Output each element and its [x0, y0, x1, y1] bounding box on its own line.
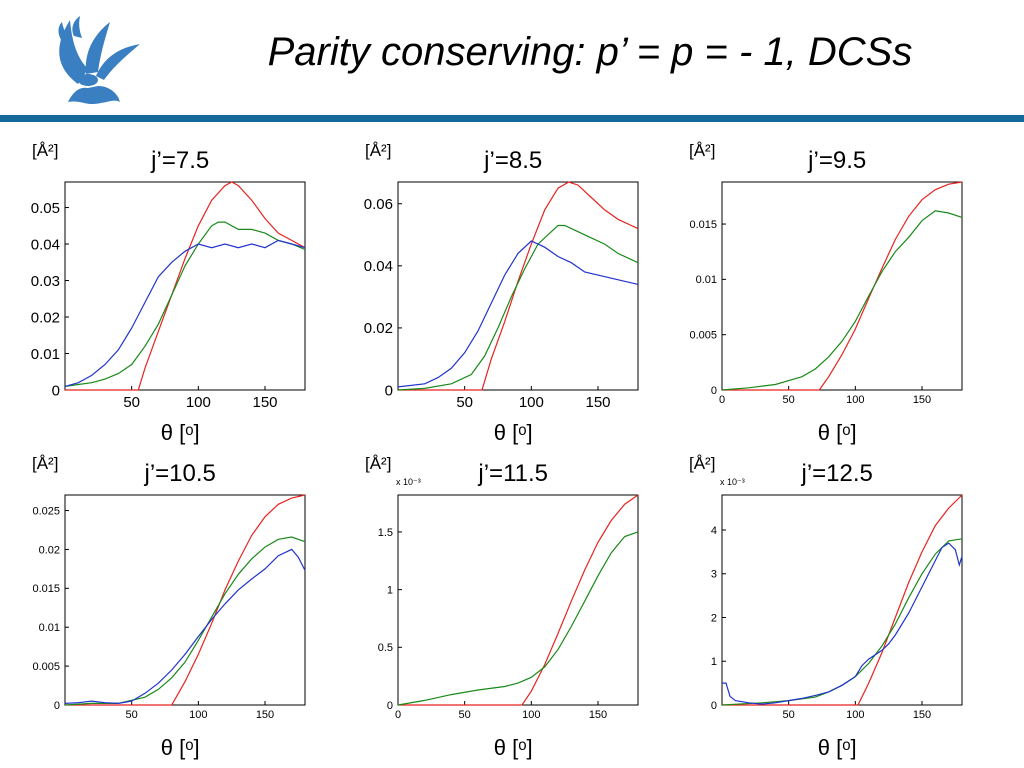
- chart-title: j’=10.5: [144, 460, 216, 487]
- y-tick-label: 0.03: [31, 273, 60, 290]
- chart-panel: 0 0.01 0.02 0.03 0.04 0.05 50 100 150 [Å²] j’=7.5 θ…: [31, 141, 306, 445]
- x-tick-label: 50: [123, 394, 140, 411]
- y-tick-label: 0: [711, 700, 717, 712]
- y-tick-label: 0: [385, 382, 393, 399]
- chart-title: j’=9.5: [807, 147, 866, 174]
- y-tick-label: 1: [387, 584, 393, 596]
- series-line-red: [722, 181, 963, 391]
- x-tick-label: 50: [126, 709, 138, 721]
- y-tick-label: 0: [52, 382, 60, 399]
- x-tick-label: 50: [783, 709, 795, 721]
- series-line-green: [397, 531, 639, 706]
- y-axis-label: [Å²]: [365, 141, 391, 160]
- x-tick-label: 100: [186, 394, 211, 411]
- x-tick-label: 150: [252, 394, 277, 411]
- y-tick-label: 0.02: [364, 320, 393, 337]
- x-axis-label: θ [ᵒ]: [161, 420, 200, 445]
- y-tick-label: 1.5: [378, 527, 393, 539]
- series-line-blue: [397, 240, 639, 388]
- y-tick-label: 0.05: [31, 200, 60, 217]
- x-tick-label: 100: [522, 709, 540, 721]
- y-tick-label: 0.06: [364, 196, 393, 213]
- series-line-blue: [64, 239, 306, 387]
- slide-title: Parity conserving: p’ = p = - 1, DCSs: [267, 30, 913, 74]
- y-tick-label: 0: [387, 700, 393, 712]
- x-tick-label: 0: [719, 394, 725, 406]
- x-axis-label: θ [ᵒ]: [494, 735, 533, 760]
- y-tick-label: 3: [711, 569, 717, 581]
- header-rule: [0, 115, 1024, 122]
- y-tick-label: 0.005: [689, 330, 717, 342]
- y-axis-exponent: x 10⁻³: [396, 477, 421, 487]
- x-axis-label: θ [ᵒ]: [161, 735, 200, 760]
- x-tick-label: 150: [589, 709, 607, 721]
- chart-title: j’=11.5: [477, 460, 548, 487]
- x-tick-label: 150: [585, 394, 610, 411]
- y-tick-label: 4: [711, 525, 717, 537]
- university-logo: [58, 16, 140, 104]
- plot-frame: [397, 181, 639, 391]
- x-tick-label: 150: [913, 709, 931, 721]
- chart-panel: 0 0.005 0.01 0.015 0.02 0.025 50 100 150 [Å²] j’=1…: [32, 454, 306, 760]
- plot-frame: [64, 181, 306, 391]
- series-line-red: [398, 494, 639, 706]
- x-tick-label: 100: [519, 394, 544, 411]
- y-tick-label: 0.01: [696, 274, 717, 286]
- y-axis-exponent: x 10⁻³: [720, 477, 745, 487]
- series-line-green: [397, 224, 639, 391]
- x-tick-label: 100: [846, 394, 864, 406]
- plot-frame: [721, 494, 963, 706]
- x-tick-label: 150: [256, 709, 274, 721]
- chart-panel: 0 1 2 3 4 50 100 150 [Å²] x 10⁻³ j’=12.5 θ [ᵒ]: [689, 454, 963, 760]
- series-line-blue: [64, 548, 306, 705]
- x-axis-label: θ [ᵒ]: [818, 735, 857, 760]
- y-tick-label: 0.04: [31, 236, 60, 253]
- series-line-red: [65, 494, 306, 706]
- y-tick-label: 0.01: [39, 622, 60, 634]
- chart-title: j’=8.5: [483, 147, 542, 174]
- chart-panel: 0 0.5 1 1.5 0 50 100 150 [Å²] x 10⁻³ j’=11.5 θ [ᵒ]: [365, 454, 639, 760]
- y-tick-label: 0.02: [39, 544, 60, 556]
- y-tick-label: 0.01: [31, 346, 60, 363]
- x-tick-label: 100: [189, 709, 207, 721]
- y-tick-label: 0: [54, 700, 60, 712]
- x-axis-label: θ [ᵒ]: [818, 420, 857, 445]
- series-line-red: [722, 494, 963, 706]
- plot-frame: [64, 494, 306, 706]
- chart-title: j’=12.5: [801, 460, 873, 487]
- y-tick-label: 0: [711, 385, 717, 397]
- series-line-green: [64, 221, 306, 387]
- series-line-blue: [722, 542, 963, 705]
- y-tick-label: 0.5: [378, 642, 393, 654]
- y-tick-label: 0.005: [32, 661, 60, 673]
- series-line-red: [65, 181, 306, 391]
- y-tick-label: 0.02: [31, 309, 60, 326]
- series-line-green: [721, 210, 963, 391]
- x-tick-label: 0: [395, 709, 401, 721]
- plot-frame: [397, 494, 639, 706]
- y-tick-label: 2: [711, 612, 717, 624]
- y-axis-label: [Å²]: [689, 141, 715, 160]
- x-tick-label: 50: [456, 394, 473, 411]
- chart-title: j’=7.5: [150, 147, 209, 174]
- x-axis-label: θ [ᵒ]: [494, 420, 533, 445]
- y-tick-label: 0.015: [689, 219, 717, 231]
- plot-frame: [721, 181, 963, 391]
- y-tick-label: 0.025: [32, 505, 60, 517]
- x-tick-label: 150: [913, 394, 931, 406]
- y-axis-label: [Å²]: [365, 454, 391, 473]
- y-tick-label: 0.015: [32, 583, 60, 595]
- chart-panel: 0 0.02 0.04 0.06 50 100 150 [Å²] j’=8.5 θ [ᵒ]: [364, 141, 639, 445]
- y-axis-label: [Å²]: [689, 454, 715, 473]
- chart-panel: 0 0.005 0.01 0.015 0 50 100 150 [Å²] j’=9.5 θ [ᵒ]: [689, 141, 963, 445]
- y-tick-label: 1: [711, 656, 717, 668]
- x-tick-label: 50: [459, 709, 471, 721]
- x-tick-label: 100: [846, 709, 864, 721]
- y-axis-label: [Å²]: [32, 454, 58, 473]
- y-tick-label: 0.04: [364, 258, 393, 275]
- y-axis-label: [Å²]: [32, 141, 58, 160]
- x-tick-label: 50: [783, 394, 795, 406]
- series-line-red: [398, 181, 639, 391]
